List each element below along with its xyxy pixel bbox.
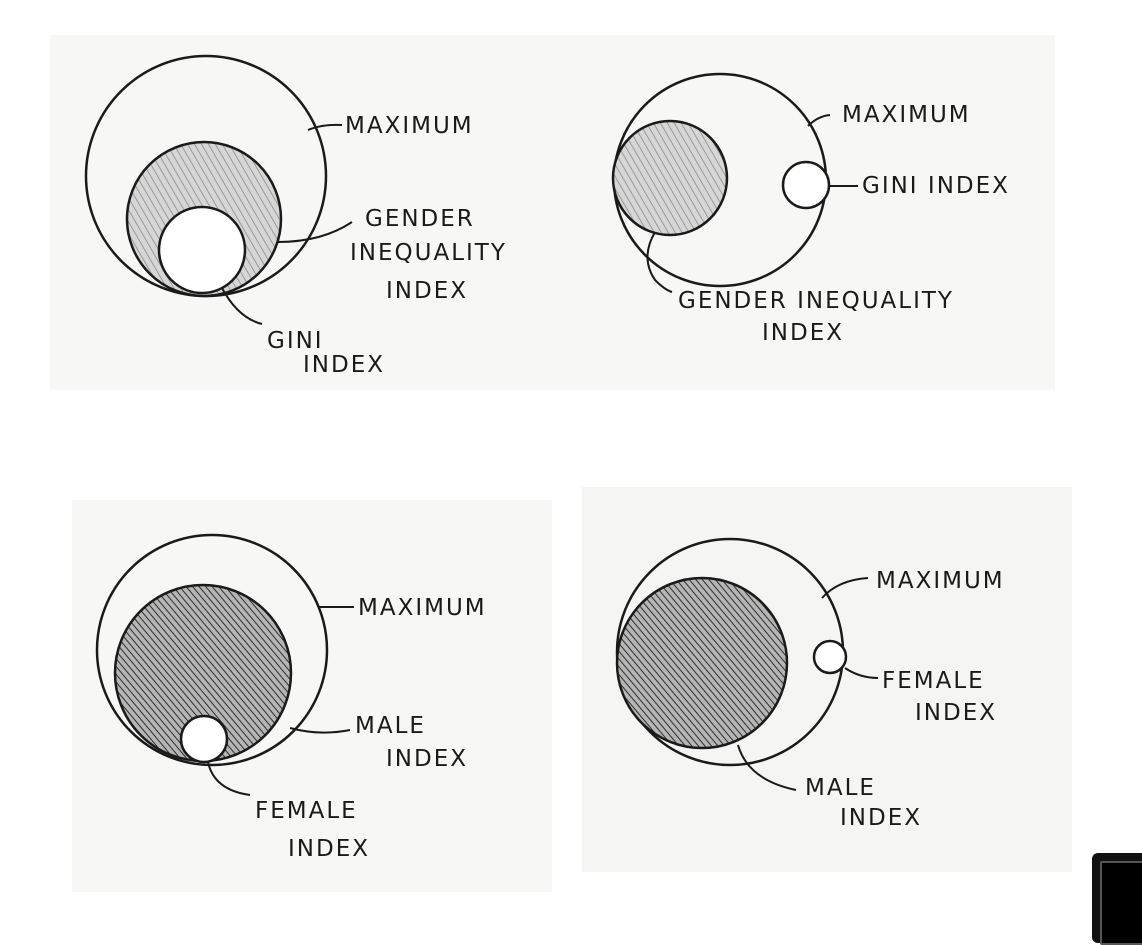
gender-inequality-label-line1: GENDER INEQUALITY (678, 288, 954, 314)
gender-inequality-label-line2: INEQUALITY (350, 240, 507, 266)
maximum-circle (95, 533, 329, 767)
gini-circle (781, 160, 831, 210)
female-circle (179, 714, 229, 764)
gender-inequality-circle (611, 119, 729, 237)
gender-inequality-leader-line (646, 231, 673, 293)
gini-label-line1: GINI (267, 328, 324, 354)
maximum-leader-line (307, 123, 343, 131)
gender-inequality-label-line3: INDEX (386, 278, 468, 304)
female-circle (812, 639, 848, 675)
gini-leader-line (221, 287, 263, 325)
gender-inequality-label-line2: INDEX (762, 320, 844, 346)
male-label-line2: INDEX (386, 746, 468, 772)
gini-label: GINI INDEX (862, 173, 1010, 199)
corner-window-fragment[interactable] (1092, 853, 1142, 945)
male-label-line1: MALE (805, 775, 876, 801)
diagram-1: MAXIMUM GENDER INEQUALITY INDEX GINI IND… (84, 54, 507, 378)
maximum-label: MAXIMUM (876, 568, 1005, 594)
male-circle (615, 576, 789, 750)
female-leader-line (207, 761, 251, 796)
maximum-label: MAXIMUM (358, 595, 487, 621)
female-label-line2: INDEX (915, 700, 997, 726)
corner-window-frame (1100, 861, 1142, 945)
maximum-leader-line (821, 577, 869, 599)
maximum-label: MAXIMUM (842, 102, 971, 128)
female-label-line1: FEMALE (882, 668, 985, 694)
gender-inequality-label-line1: GENDER (365, 206, 475, 232)
maximum-leader-line (807, 114, 831, 127)
gender-inequality-leader-line (277, 221, 353, 243)
male-label-line1: MALE (355, 713, 426, 739)
gini-label-line2: INDEX (303, 352, 385, 378)
gini-circle (157, 205, 247, 295)
diagram-4: MAXIMUM FEMALE INDEX MALE INDEX (615, 537, 1005, 831)
diagram-3: MAXIMUM MALE INDEX FEMALE INDEX (95, 533, 487, 862)
male-leader-line (737, 744, 797, 791)
male-label-line2: INDEX (840, 805, 922, 831)
maximum-label: MAXIMUM (345, 113, 474, 139)
female-label-line2: INDEX (288, 836, 370, 862)
diagram-2: MAXIMUM GINI INDEX GENDER INEQUALITY IND… (611, 72, 1010, 346)
female-label-line1: FEMALE (255, 798, 358, 824)
male-leader-line (289, 727, 351, 734)
female-leader-line (844, 667, 879, 679)
